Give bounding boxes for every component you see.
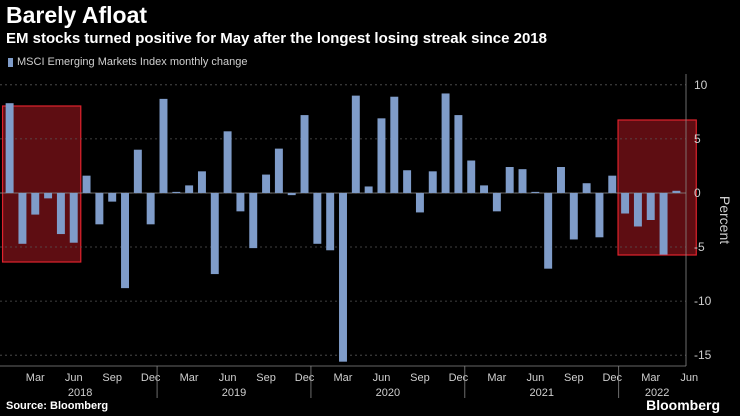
legend-label: MSCI Emerging Markets Index monthly chan…: [17, 56, 248, 68]
x-tick-label: Dec: [141, 372, 161, 384]
bar: [557, 167, 565, 193]
bar: [364, 186, 373, 193]
brand-logo: Bloomberg: [646, 397, 720, 413]
chart-title: Barely Afloat: [6, 2, 148, 28]
source-note: Source: Bloomberg: [6, 400, 109, 412]
x-tick-label: Mar: [26, 372, 45, 384]
bar: [415, 192, 424, 213]
bar: [133, 149, 142, 193]
x-tick-label: Jun: [680, 372, 698, 384]
bar: [621, 192, 630, 214]
bar: [300, 115, 309, 193]
x-tick-label: Dec: [449, 372, 469, 384]
x-tick-label: Sep: [410, 372, 430, 384]
y-tick-label: 5: [694, 132, 701, 146]
bar: [5, 103, 14, 193]
bar: [210, 192, 219, 275]
chart-subtitle: EM stocks turned positive for May after …: [6, 30, 547, 47]
x-tick-label: Mar: [641, 372, 660, 384]
bar: [633, 192, 642, 227]
y-tick-label: -5: [694, 240, 705, 254]
bar: [595, 192, 604, 238]
bar: [505, 167, 514, 193]
x-tick-label: Jun: [526, 372, 544, 384]
x-year-label: 2020: [376, 387, 400, 399]
x-tick-label: Jun: [373, 372, 391, 384]
y-tick-label: -10: [694, 294, 712, 308]
bar: [197, 171, 206, 193]
bar: [390, 96, 399, 193]
bar: [377, 118, 386, 193]
bar: [480, 185, 489, 193]
bar: [108, 192, 117, 202]
x-year-label: 2022: [645, 387, 669, 399]
legend-swatch: [8, 57, 13, 67]
x-year-label: 2018: [68, 387, 92, 399]
bar: [313, 192, 322, 244]
bar: [672, 190, 681, 193]
bar: [69, 192, 78, 243]
bar: [608, 175, 617, 193]
highlight-box: [1, 105, 82, 263]
bar: [95, 192, 104, 225]
x-tick-label: Dec: [602, 372, 622, 384]
x-tick-label: Jun: [65, 372, 83, 384]
bar: [441, 93, 450, 193]
highlight-box: [617, 119, 697, 256]
bar: [544, 192, 553, 269]
bar: [403, 170, 412, 193]
bar: [146, 192, 155, 225]
bar: [646, 192, 655, 220]
bar: [31, 192, 40, 215]
x-tick-label: Mar: [334, 372, 353, 384]
x-tick-label: Sep: [102, 372, 122, 384]
bar: [428, 171, 437, 193]
bar: [339, 192, 347, 362]
y-tick-label: -15: [694, 348, 712, 362]
y-tick-label: 0: [694, 186, 701, 200]
bar: [223, 131, 232, 193]
x-tick-label: Mar: [487, 372, 506, 384]
bar: [249, 192, 258, 249]
bar: [582, 183, 591, 193]
x-tick-label: Sep: [256, 372, 276, 384]
bar: [659, 192, 668, 255]
bar: [492, 192, 501, 212]
y-tick-label: 10: [694, 78, 708, 92]
bar: [569, 192, 578, 240]
bar: [159, 98, 168, 193]
bar: [274, 148, 283, 193]
bar: [82, 175, 91, 193]
x-tick-label: Jun: [219, 372, 237, 384]
bar: [18, 192, 27, 244]
bar: [351, 95, 360, 193]
bar: [287, 192, 296, 196]
x-year-label: 2021: [530, 387, 554, 399]
x-tick-label: Sep: [564, 372, 584, 384]
bar: [518, 169, 527, 193]
bar: [467, 160, 476, 193]
x-tick-label: Dec: [295, 372, 315, 384]
bar: [44, 192, 53, 199]
bar: [185, 185, 194, 193]
legend: MSCI Emerging Markets Index monthly chan…: [8, 56, 248, 68]
bar: [454, 115, 463, 193]
x-year-label: 2019: [222, 387, 246, 399]
bar: [121, 192, 129, 289]
y-axis-label: Percent: [717, 196, 733, 244]
bar: [172, 191, 181, 193]
bar: [262, 174, 271, 193]
bar: [56, 192, 65, 235]
bar: [236, 192, 245, 212]
x-tick-label: Mar: [180, 372, 199, 384]
bar: [531, 191, 540, 193]
bar: [326, 192, 335, 251]
